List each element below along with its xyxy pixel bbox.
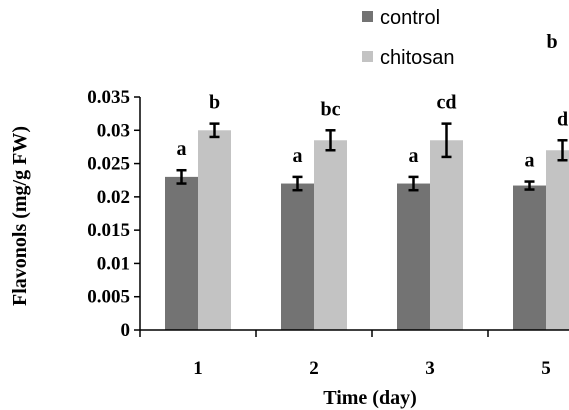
x-axis-title: Time (day)	[323, 387, 417, 409]
bar-control-1	[165, 176, 198, 330]
sig-letter-chitosan-3: cd	[437, 92, 457, 114]
y-tick-label-0.015: 0.015	[87, 220, 130, 241]
y-axis-title: Flavonols (mg/g FW)	[9, 126, 31, 306]
sig-letter-control-2: a	[293, 145, 303, 167]
sig-letter-chitosan-2: bc	[321, 98, 341, 120]
bar-chitosan-3	[430, 140, 463, 330]
legend: control chitosan	[362, 7, 455, 69]
sig-letter-control-1: a	[177, 138, 187, 160]
y-tick-label-0.035: 0.035	[87, 87, 130, 108]
bar-control-2	[281, 183, 314, 330]
y-tick-label-0: 0	[121, 320, 131, 341]
sig-letter-chitosan-5: d	[557, 108, 568, 130]
sig-letter-control-3: a	[409, 145, 419, 167]
x-tick-label-5: 5	[541, 358, 551, 379]
sig-letter-control-5: a	[525, 150, 535, 172]
bar-chitosan-1	[198, 130, 231, 330]
y-tick-label-0.03: 0.03	[97, 120, 130, 141]
bar-control-5	[513, 185, 546, 330]
bar-chitosan-2	[314, 140, 347, 330]
bar-control-3	[397, 183, 430, 330]
legend-swatch-control	[362, 11, 373, 22]
error-bars	[176, 122, 568, 192]
legend-label-chitosan: chitosan	[380, 47, 455, 69]
x-tick-label-2: 2	[309, 358, 319, 379]
legend-swatch-chitosan	[362, 51, 373, 62]
bars	[165, 130, 569, 330]
extra-annotation: b	[546, 31, 557, 53]
legend-label-control: control	[380, 7, 440, 29]
y-tick-label-0.025: 0.025	[87, 154, 130, 175]
y-tick-label-0.005: 0.005	[87, 287, 130, 308]
x-tick-label-3: 3	[425, 358, 435, 379]
y-tick-label-0.02: 0.02	[97, 187, 130, 208]
sig-letter-chitosan-1: b	[209, 92, 220, 114]
axes: 1 2 3 5 0 0.005 0.01 0.015 0.02 0.025 0.03 0.035	[87, 87, 569, 379]
y-tick-label-0.01: 0.01	[97, 253, 130, 274]
x-tick-label-1: 1	[193, 358, 203, 379]
bar-chitosan-5	[546, 150, 569, 330]
